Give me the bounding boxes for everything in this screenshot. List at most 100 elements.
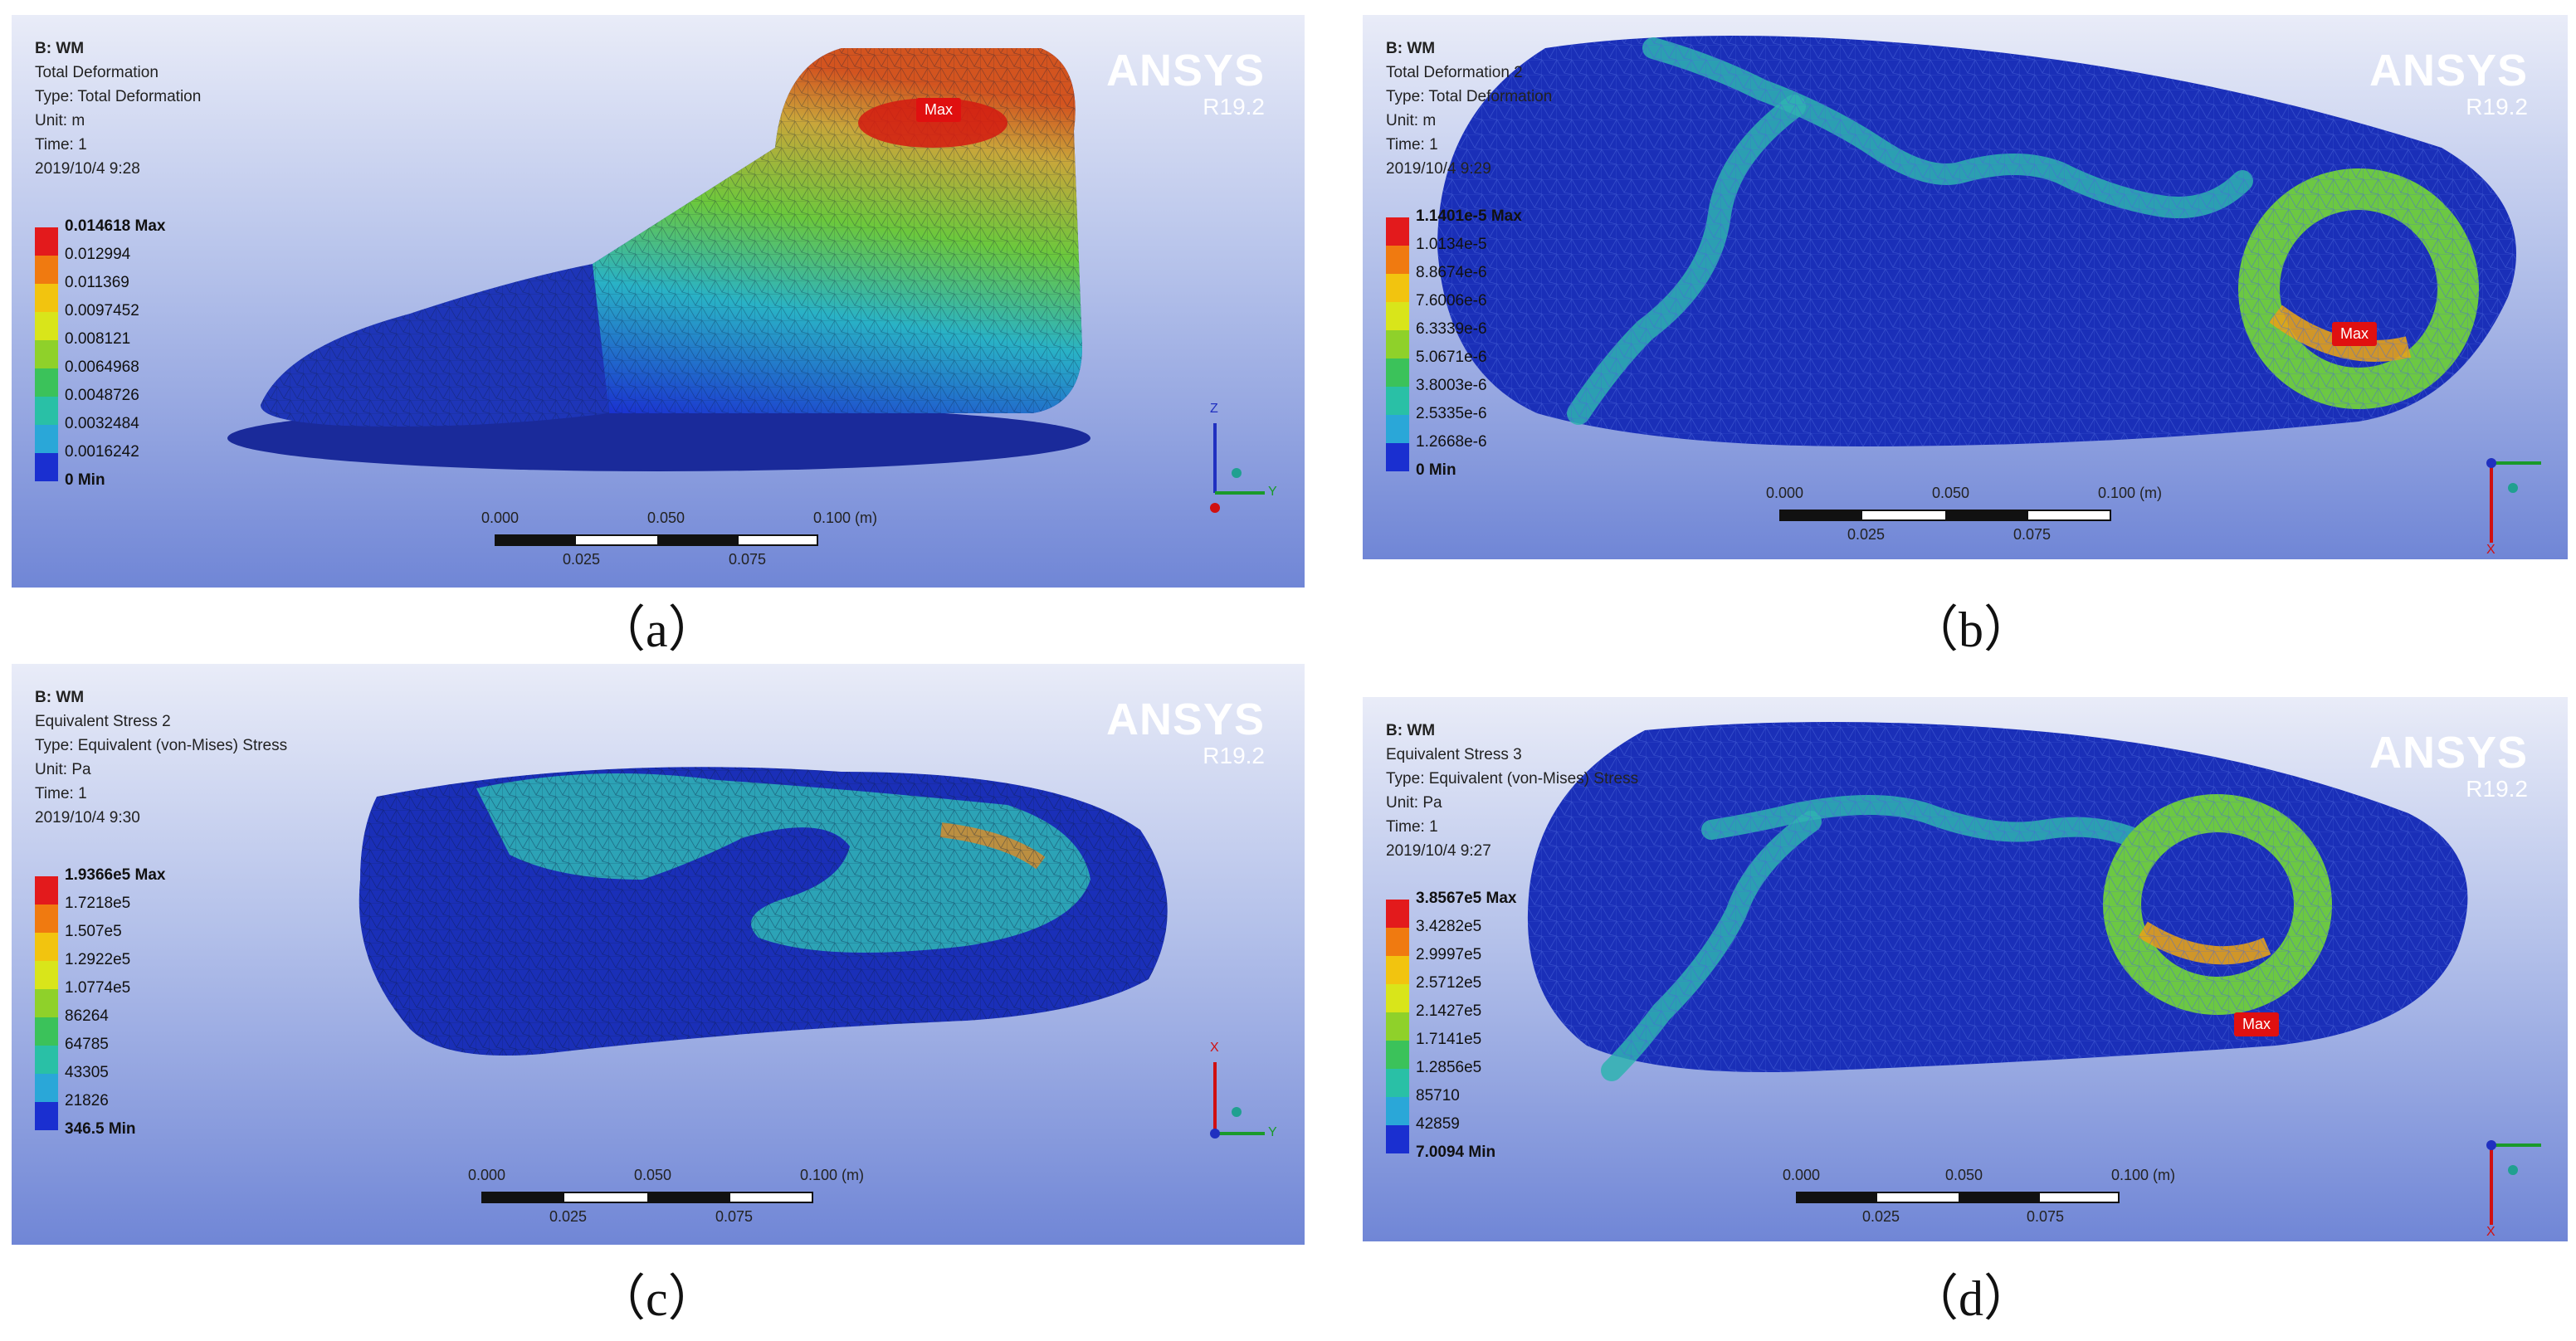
max-marker[interactable]: Max [916, 98, 962, 122]
legend-label: 0 Min [65, 471, 105, 489]
info-line: 2019/10/4 9:28 [35, 160, 140, 178]
info-line: 2019/10/4 9:29 [1386, 160, 1491, 178]
axis-label: X [1210, 1041, 1219, 1055]
viewport-a[interactable]: B: WM Total Deformation Type: Total Defo… [12, 15, 1305, 588]
axis-triad-icon[interactable]: X Y [1182, 1029, 1281, 1153]
scale-label: 0.025 [1847, 526, 1886, 543]
info-line: Type: Equivalent (von-Mises) Stress [1386, 770, 1639, 788]
legend-label: 1.2922e5 [65, 951, 131, 968]
info-line: Total Deformation 2 [1386, 64, 1523, 81]
scale-label: 0.100 (m) [813, 510, 878, 526]
scale-label: 0.000 [1783, 1167, 1821, 1183]
figure-caption: （b） [1909, 602, 2033, 657]
legend-label: 0.0032484 [65, 415, 139, 432]
info-line: Unit: Pa [35, 761, 91, 778]
info-line: 2019/10/4 9:27 [1386, 842, 1491, 860]
legend-label: 3.4282e5 [1416, 918, 1482, 935]
scale-label: 0.100 (m) [2098, 485, 2163, 501]
info-line: B: WM [35, 689, 85, 706]
brand-version: R19.2 [1203, 743, 1265, 768]
info-line: 2019/10/4 9:30 [35, 809, 140, 827]
legend-label: 7.0094 Min [1416, 1144, 1496, 1161]
scale-label: 0.050 [634, 1167, 672, 1183]
scale-bar: 0.000 0.050 0.100 (m) 0.025 0.075 [468, 1167, 864, 1233]
legend-label: 0.0048726 [65, 387, 139, 404]
viewport-b[interactable]: B: WM Total Deformation 2 Type: Total De… [1363, 15, 2568, 559]
legend-label: 2.1427e5 [1416, 1002, 1482, 1020]
brand-version: R19.2 [1203, 94, 1265, 119]
info-line: Unit: m [35, 112, 85, 129]
scale-bar: 0.000 0.050 0.100 (m) 0.025 0.075 [1766, 485, 2162, 551]
info-line: Total Deformation [35, 64, 159, 81]
figure-caption: （c） [596, 1271, 718, 1326]
legend-label: 2.9997e5 [1416, 946, 1482, 963]
brand-name: ANSYS [1105, 695, 1265, 744]
legend-label: 64785 [65, 1036, 109, 1053]
ansys-logo: ANSYS R19.2 [1106, 695, 1265, 768]
scale-label: 0.025 [563, 551, 601, 568]
legend-label: 0.0064968 [65, 358, 139, 376]
info-line: B: WM [1386, 40, 1436, 57]
info-line: Time: 1 [1386, 818, 1438, 836]
axis-triad-icon[interactable]: Z Y [1182, 393, 1281, 518]
insole-model-b [1437, 36, 2516, 446]
axis-label: Y [1268, 485, 1277, 499]
legend-label: 1.2856e5 [1416, 1059, 1482, 1076]
scale-label: 0.075 [2027, 1208, 2065, 1225]
legend-label: 8.8674e-6 [1416, 264, 1487, 281]
insole-model-d [1527, 722, 2468, 1081]
scale-label: 0.000 [481, 510, 520, 526]
info-line: Type: Total Deformation [1386, 88, 1553, 105]
scale-bar: 0.000 0.050 0.100 (m) 0.025 0.075 [1783, 1167, 2175, 1233]
legend-label: 21826 [65, 1092, 109, 1109]
axis-label: X [2486, 1225, 2496, 1239]
axis-triad-icon[interactable]: X [2458, 430, 2558, 557]
legend-label: 1.507e5 [65, 923, 122, 940]
axis-triad-icon[interactable]: X [2458, 1112, 2558, 1239]
scale-bar: 0.000 0.050 0.100 (m) 0.025 0.075 [481, 510, 877, 576]
figure-caption: （a） [596, 602, 718, 657]
ansys-logo: ANSYS R19.2 [2369, 46, 2528, 119]
legend-label: 0.008121 [65, 330, 131, 348]
legend-label: 1.7141e5 [1416, 1031, 1482, 1048]
axis-label: Z [1210, 402, 1218, 416]
axis-label: Y [1268, 1125, 1277, 1139]
scale-label: 0.050 [1945, 1167, 1983, 1183]
legend-label: 3.8003e-6 [1416, 377, 1487, 394]
brand-name: ANSYS [2369, 728, 2528, 778]
info-line: Time: 1 [35, 785, 87, 802]
info-line: B: WM [35, 40, 85, 57]
ansys-logo: ANSYS R19.2 [2369, 729, 2528, 802]
legend-label: 43305 [65, 1064, 109, 1081]
scale-label: 0.075 [729, 551, 767, 568]
legend-label: 86264 [65, 1007, 109, 1025]
scale-label: 0.050 [1932, 485, 1970, 501]
legend-label: 5.0671e-6 [1416, 349, 1487, 366]
legend-label: 1.7218e5 [65, 895, 131, 912]
info-line: Unit: Pa [1386, 794, 1442, 812]
legend-label: 7.6006e-6 [1416, 292, 1487, 310]
legend-label: 42859 [1416, 1115, 1460, 1133]
brand-name: ANSYS [1105, 46, 1265, 95]
legend-label: 0.0097452 [65, 302, 139, 319]
legend-label: 85710 [1416, 1087, 1460, 1104]
scale-label: 0.000 [1766, 485, 1804, 501]
info-line: Time: 1 [1386, 136, 1438, 154]
legend-label: 346.5 Min [65, 1120, 136, 1138]
legend-label: 0.011369 [65, 274, 129, 291]
info-line: B: WM [1386, 722, 1436, 739]
scale-label: 0.075 [715, 1208, 754, 1225]
foot-model-a [227, 48, 1090, 471]
viewport-d[interactable]: B: WM Equivalent Stress 3 Type: Equivale… [1363, 697, 2568, 1241]
brand-version: R19.2 [2466, 776, 2528, 802]
viewport-c[interactable]: B: WM Equivalent Stress 2 Type: Equivale… [12, 664, 1305, 1245]
info-line: Unit: m [1386, 112, 1437, 129]
brand-name: ANSYS [2369, 46, 2528, 95]
foot-model-c [359, 767, 1168, 1056]
scale-label: 0.025 [549, 1208, 588, 1225]
max-marker[interactable]: Max [2332, 322, 2378, 346]
legend-label: 1.9366e5 Max [65, 866, 166, 884]
legend-label: 1.2668e-6 [1416, 433, 1487, 451]
legend-label: 2.5712e5 [1416, 974, 1482, 992]
max-marker[interactable]: Max [2234, 1012, 2280, 1036]
